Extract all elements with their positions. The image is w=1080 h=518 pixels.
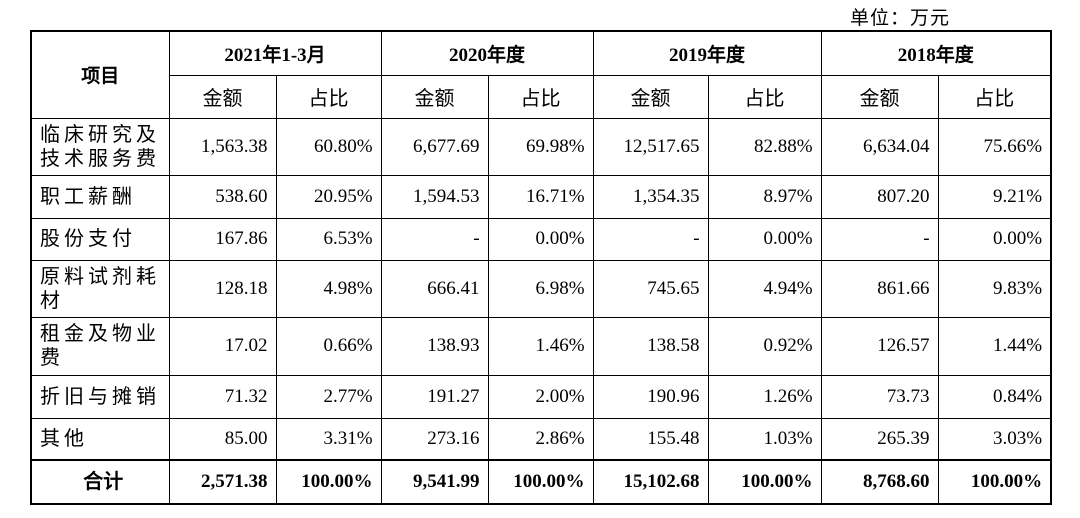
row-label: 临床研究及技术服务费 [30, 117, 170, 176]
period-header: 2019年度 [592, 30, 822, 76]
cell: 0.00% [487, 217, 594, 261]
cell: 69.98% [487, 117, 594, 176]
cell: 4.94% [707, 259, 822, 318]
table-row: 其他 85.00 3.31% 273.16 2.86% 155.48 1.03% 265.39… [30, 417, 1052, 461]
total-cell: 100.00% [707, 459, 822, 505]
total-cell: 100.00% [487, 459, 594, 505]
cell: 17.02 [168, 316, 277, 376]
cell: 0.00% [937, 217, 1052, 261]
table-row: 股份支付 167.86 6.53% -0.00% -0.00% -0.00% [30, 217, 1052, 261]
cell: 273.16 [380, 417, 489, 461]
cell: 666.41 [380, 259, 489, 318]
cell: 745.65 [592, 259, 709, 318]
subheader-row: 金额 占比 金额 占比 金额 占比 金额 占比 [31, 74, 1052, 119]
cell: - [380, 217, 489, 261]
cell: 6.53% [275, 217, 382, 261]
total-cell: 100.00% [937, 459, 1052, 505]
table-row: 折旧与摊销 71.32 2.77% 191.27 2.00% 190.96 1.26% 73.… [30, 374, 1052, 419]
cell: 190.96 [592, 374, 709, 419]
cell: 1,354.35 [592, 174, 709, 219]
total-cell: 100.00% [275, 459, 382, 505]
period-header: 2020年度 [380, 30, 594, 76]
cell: 6,677.69 [380, 117, 489, 176]
header-row: 项目 2021年1-3月 2020年度 2019年度 2018年度 [30, 30, 1052, 119]
total-row: 合计 2,571.38 100.00% 9,541.99 100.00% 15,102.6… [30, 459, 1052, 505]
cell: - [592, 217, 709, 261]
cell: 1.44% [937, 316, 1052, 376]
cell: 3.03% [937, 417, 1052, 461]
table-row: 临床研究及技术服务费 1,563.38 60.80% 6,677.69 69.98% 12… [30, 117, 1052, 176]
cell: 155.48 [592, 417, 709, 461]
cell: 71.32 [168, 374, 277, 419]
total-label: 合计 [30, 459, 170, 505]
cell: 82.88% [707, 117, 822, 176]
cell: 861.66 [820, 259, 939, 318]
cell: 12,517.65 [592, 117, 709, 176]
cell: 138.93 [380, 316, 489, 376]
table-row: 职工薪酬 538.60 20.95% 1,594.53 16.71% 1,354.35 8.… [30, 174, 1052, 219]
cell: 2.86% [487, 417, 594, 461]
cell: 1.03% [707, 417, 822, 461]
cell: 265.39 [820, 417, 939, 461]
cell: 85.00 [168, 417, 277, 461]
item-header: 项目 [30, 30, 170, 119]
sub-header: 金额 [380, 74, 489, 119]
cell: 1,594.53 [380, 174, 489, 219]
expense-table: 项目 2021年1-3月 2020年度 2019年度 2018年度 金额 占比 金额 占比金… [30, 30, 1053, 505]
unit-label: 单位：万元 [850, 8, 951, 29]
total-cell: 8,768.60 [820, 459, 939, 505]
row-label: 原料试剂耗材 [30, 259, 170, 318]
cell: 20.95% [275, 174, 382, 219]
cell: 0.66% [275, 316, 382, 376]
cell: 138.58 [592, 316, 709, 376]
cell: 2.77% [275, 374, 382, 419]
period-header: 2021年1-3月 [168, 30, 382, 76]
total-cell: 2,571.38 [168, 459, 277, 505]
table-row: 原料试剂耗材 128.18 4.98% 666.41 6.98% 745.65 4.94% 8… [30, 259, 1052, 318]
cell: 0.00% [707, 217, 822, 261]
row-label: 折旧与摊销 [30, 374, 170, 419]
cell: 3.31% [275, 417, 382, 461]
cell: 9.21% [937, 174, 1052, 219]
cell: 73.73 [820, 374, 939, 419]
cell: 1.46% [487, 316, 594, 376]
cell: 0.84% [937, 374, 1052, 419]
row-label: 股份支付 [30, 217, 170, 261]
cell: 4.98% [275, 259, 382, 318]
cell: 6.98% [487, 259, 594, 318]
cell: 75.66% [937, 117, 1052, 176]
table-row: 租金及物业费 17.02 0.66% 138.93 1.46% 138.58 0.92% 12… [30, 316, 1052, 376]
cell: 167.86 [168, 217, 277, 261]
sub-header: 金额 [820, 74, 939, 119]
total-cell: 15,102.68 [592, 459, 709, 505]
cell: 8.97% [707, 174, 822, 219]
sub-header: 占比 [937, 74, 1052, 119]
cell: 807.20 [820, 174, 939, 219]
row-label: 职工薪酬 [30, 174, 170, 219]
cell: 9.83% [937, 259, 1052, 318]
cell: 2.00% [487, 374, 594, 419]
total-cell: 9,541.99 [380, 459, 489, 505]
sub-header: 占比 [707, 74, 822, 119]
cell: 60.80% [275, 117, 382, 176]
cell: - [820, 217, 939, 261]
cell: 126.57 [820, 316, 939, 376]
sub-header: 金额 [592, 74, 709, 119]
cell: 1,563.38 [168, 117, 277, 176]
row-label: 租金及物业费 [30, 316, 170, 376]
period-header: 2018年度 [820, 30, 1052, 76]
cell: 6,634.04 [820, 117, 939, 176]
cell: 191.27 [380, 374, 489, 419]
cell: 538.60 [168, 174, 277, 219]
cell: 128.18 [168, 259, 277, 318]
sub-header: 占比 [487, 74, 594, 119]
sub-header: 占比 [275, 74, 382, 119]
sub-header: 金额 [168, 74, 277, 119]
cell: 16.71% [487, 174, 594, 219]
cell: 0.92% [707, 316, 822, 376]
row-label: 其他 [30, 417, 170, 461]
cell: 1.26% [707, 374, 822, 419]
